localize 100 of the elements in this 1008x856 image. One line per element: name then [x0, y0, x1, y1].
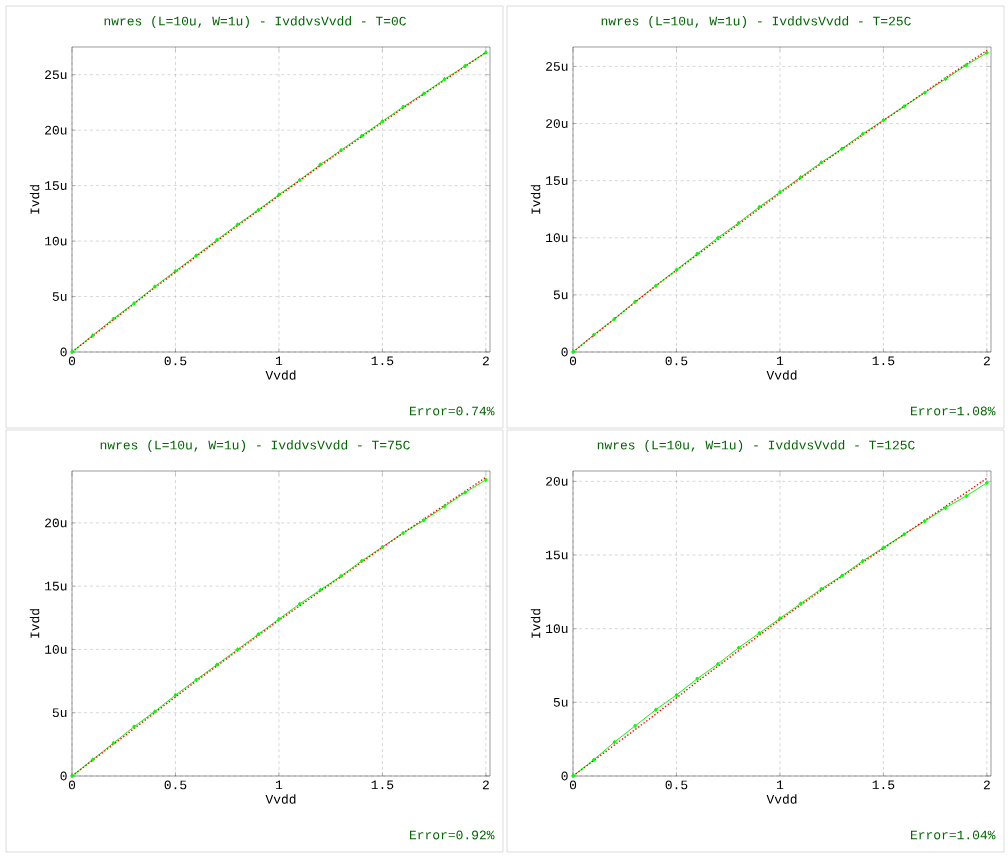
y-tick-label: 15u — [546, 176, 568, 185]
x-tick-label: 1 — [275, 356, 283, 366]
point — [964, 62, 969, 68]
point — [318, 587, 323, 593]
chart-title: nwres (L=10u, W=1u) - IvddvsVvdd - T=75C — [100, 439, 410, 453]
point — [943, 76, 948, 82]
y-tick-label: 5u — [553, 290, 568, 300]
point — [70, 773, 74, 779]
y-axis-title: Ivdd — [530, 609, 541, 638]
point — [695, 251, 700, 257]
y-tick-label: 20u — [546, 119, 568, 128]
y-tick-label: 15u — [546, 550, 568, 560]
point — [318, 162, 323, 167]
point — [173, 268, 178, 274]
text: Error=1.04% — [911, 830, 996, 840]
point — [90, 333, 95, 338]
point — [571, 773, 575, 779]
point — [297, 601, 302, 607]
point — [674, 267, 679, 273]
point — [591, 332, 596, 338]
text: Error=1.08% — [911, 406, 996, 416]
point — [111, 740, 116, 746]
point — [463, 490, 468, 495]
y-tick-label: 0 — [60, 771, 67, 781]
y-tick-label: 20u — [45, 125, 67, 135]
x-tick-label: 1.5 — [872, 780, 895, 790]
point — [840, 573, 844, 578]
point — [359, 558, 364, 564]
y-axis-title: Ivdd — [29, 609, 40, 638]
point — [860, 558, 865, 564]
point — [132, 724, 136, 729]
point — [881, 117, 886, 123]
point — [215, 237, 219, 243]
point — [716, 661, 720, 667]
point — [985, 480, 989, 486]
point — [985, 50, 989, 56]
point — [256, 631, 261, 637]
point — [695, 676, 700, 682]
x-tick-label: 2 — [482, 356, 489, 366]
point — [922, 90, 927, 95]
x-tick-label: 1 — [275, 780, 283, 790]
chart-title: nwres (L=10u, W=1u) - IvddvsVvdd - T=125C — [597, 439, 915, 453]
x-tick-label: 2 — [983, 780, 990, 790]
point — [359, 133, 364, 139]
y-axis-title: Ivdd — [29, 185, 40, 214]
x-tick-label: 1.5 — [872, 356, 895, 366]
point — [860, 131, 865, 137]
point — [653, 707, 658, 712]
point — [902, 104, 906, 109]
point — [380, 544, 385, 550]
point — [571, 349, 575, 355]
point — [778, 189, 782, 195]
y-tick-label: 25u — [45, 70, 67, 80]
point — [173, 692, 178, 698]
point — [819, 586, 824, 592]
x-tick-label: 0.5 — [164, 356, 187, 366]
point — [463, 63, 468, 69]
y-tick-label: 0 — [60, 347, 67, 357]
chart-title: nwres (L=10u, W=1u) - IvddvsVvdd - T=0C — [104, 15, 406, 29]
y-tick-label: 15u — [45, 581, 67, 591]
point — [297, 177, 302, 183]
point — [964, 493, 969, 499]
point — [401, 530, 405, 536]
point — [591, 757, 596, 763]
text: Error=0.92% — [410, 830, 495, 840]
x-axis-title: Vvdd — [766, 794, 797, 804]
x-tick-label: 1.5 — [371, 780, 394, 790]
x-axis-title: Vvdd — [265, 794, 296, 804]
chart-title: nwres (L=10u, W=1u) - IvddvsVvdd - T=25C — [601, 15, 911, 29]
point — [339, 573, 343, 579]
y-tick-label: 0 — [561, 347, 568, 357]
point — [90, 757, 95, 762]
point — [442, 504, 447, 509]
point — [132, 300, 136, 306]
y-tick-label: 0 — [561, 771, 568, 781]
x-tick-label: 1 — [776, 780, 784, 790]
y-tick-label: 10u — [45, 236, 67, 246]
point — [757, 630, 762, 636]
point — [339, 147, 343, 153]
point — [194, 253, 199, 258]
point — [633, 299, 637, 305]
point — [194, 677, 199, 683]
point — [484, 50, 488, 55]
x-tick-label: 0 — [68, 780, 76, 790]
x-tick-label: 0.5 — [665, 356, 688, 366]
y-tick-label: 5u — [52, 708, 67, 718]
point — [235, 222, 240, 227]
point — [716, 235, 720, 241]
point — [736, 645, 741, 651]
x-tick-label: 2 — [482, 780, 489, 790]
x-axis-title: Vvdd — [766, 370, 797, 380]
point — [943, 505, 948, 511]
point — [922, 518, 927, 524]
point — [256, 207, 261, 213]
point — [674, 692, 679, 698]
point — [612, 316, 617, 322]
point — [401, 104, 405, 110]
y-tick-label: 5u — [553, 698, 568, 707]
x-tick-label: 0 — [68, 356, 76, 366]
point — [798, 174, 803, 180]
